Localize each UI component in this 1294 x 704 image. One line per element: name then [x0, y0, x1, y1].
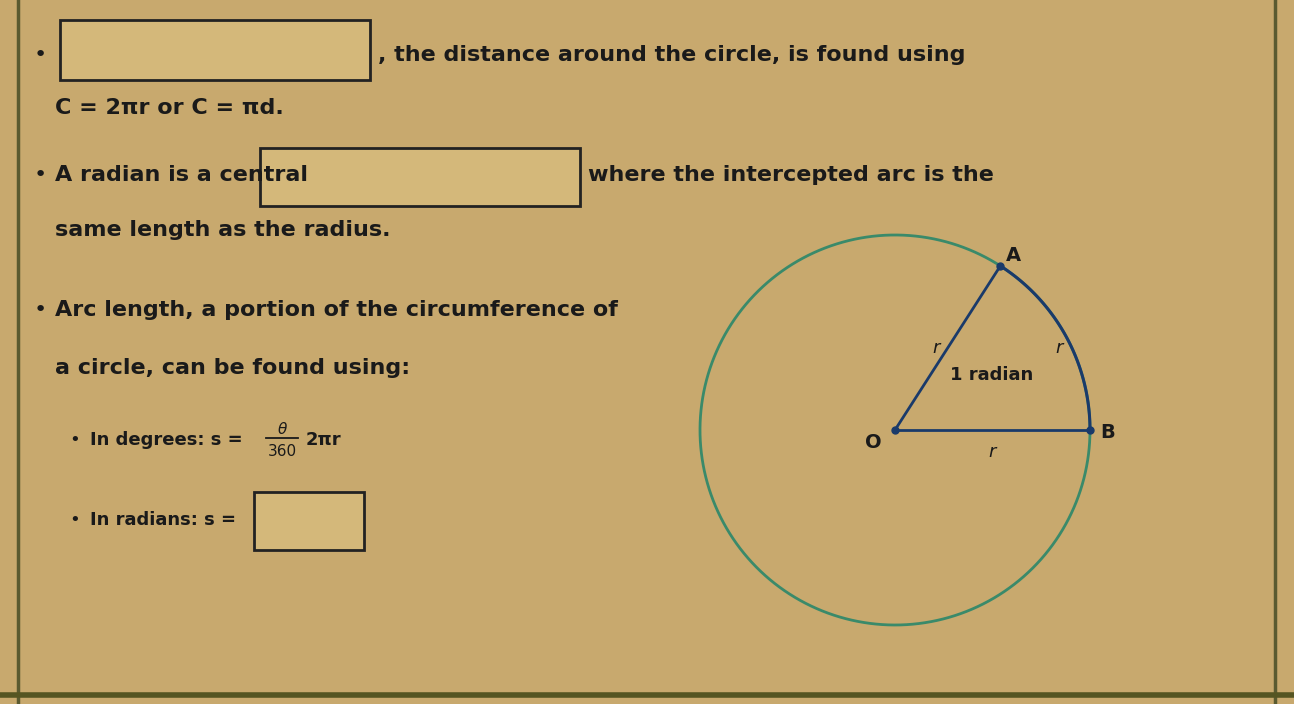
Text: In degrees: s =: In degrees: s =	[91, 431, 248, 449]
Text: where the intercepted arc is the: where the intercepted arc is the	[587, 165, 994, 185]
Text: C = 2πr or C = πd.: C = 2πr or C = πd.	[56, 98, 283, 118]
Text: same length as the radius.: same length as the radius.	[56, 220, 391, 240]
Text: r: r	[989, 443, 996, 461]
Bar	[254, 492, 364, 550]
Text: •: •	[34, 45, 47, 65]
Text: Arc length, a portion of the circumference of: Arc length, a portion of the circumferen…	[56, 300, 617, 320]
Text: A: A	[1007, 246, 1021, 265]
Text: In radians: s =: In radians: s =	[91, 511, 236, 529]
Text: r: r	[1056, 339, 1062, 357]
Text: 360: 360	[268, 444, 296, 458]
Text: 1 radian: 1 radian	[950, 366, 1033, 384]
Text: A radian is a central: A radian is a central	[56, 165, 308, 185]
Text: •: •	[70, 431, 80, 449]
Text: •: •	[34, 165, 47, 185]
Text: 2πr: 2πr	[305, 431, 342, 449]
Text: •: •	[70, 511, 80, 529]
Text: B: B	[1100, 422, 1114, 441]
Bar	[260, 148, 580, 206]
Text: , the distance around the circle, is found using: , the distance around the circle, is fou…	[378, 45, 965, 65]
Bar	[60, 20, 370, 80]
Text: O: O	[864, 432, 881, 451]
Text: •: •	[34, 300, 47, 320]
Text: a circle, can be found using:: a circle, can be found using:	[56, 358, 410, 378]
Text: r: r	[932, 339, 939, 357]
Text: θ: θ	[277, 422, 287, 437]
